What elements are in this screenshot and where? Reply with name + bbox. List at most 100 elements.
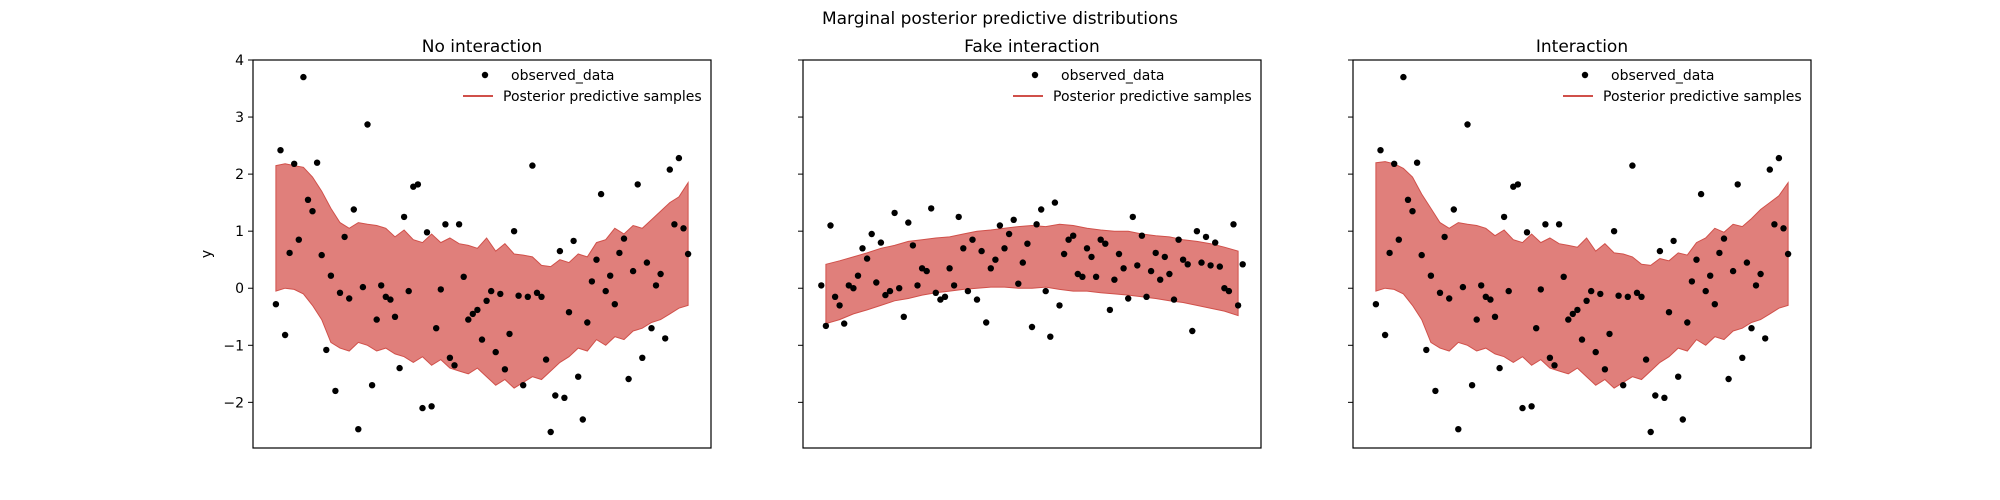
panel-title: Interaction [1536, 37, 1628, 57]
observed-point [1234, 302, 1242, 309]
observed-point [304, 196, 312, 203]
observed-point [639, 354, 646, 361]
observed-point [474, 306, 481, 314]
legend-marker-observed [1031, 71, 1039, 79]
observed-point [1001, 245, 1008, 252]
observed-point [597, 190, 605, 198]
observed-point [313, 159, 321, 166]
observed-point [552, 392, 559, 399]
observed-point [1514, 181, 1522, 188]
observed-point [355, 426, 362, 433]
observed-point [1697, 190, 1705, 198]
observed-point [460, 273, 467, 280]
observed-point [1400, 73, 1407, 81]
observed-point [1042, 287, 1049, 295]
observed-point [327, 272, 335, 279]
observed-point [868, 230, 875, 238]
observed-point [1157, 276, 1164, 283]
observed-point [1207, 262, 1214, 269]
observed-point [323, 346, 330, 354]
observed-point [533, 289, 541, 296]
observed-point [1624, 293, 1632, 300]
observed-point [1056, 302, 1063, 309]
observed-point [666, 166, 673, 173]
observed-point [593, 256, 600, 263]
observed-point [1088, 253, 1095, 261]
observed-point [854, 272, 862, 279]
observed-point [1404, 196, 1412, 203]
observed-point [850, 285, 857, 292]
observed-point [629, 267, 637, 275]
observed-point [1523, 229, 1531, 236]
observed-point [1198, 259, 1205, 266]
observed-point [680, 225, 687, 232]
observed-point [1111, 276, 1118, 283]
observed-point [909, 242, 917, 249]
observed-point [1129, 213, 1137, 221]
observed-point [1629, 162, 1636, 169]
observed-point [818, 282, 825, 289]
observed-point [1647, 428, 1654, 436]
observed-point [428, 403, 435, 410]
observed-point [1074, 270, 1082, 278]
observed-point [643, 259, 651, 266]
observed-point [969, 236, 976, 243]
observed-point [1771, 221, 1778, 228]
observed-point [373, 316, 380, 323]
panel-0: No interaction −2 −1 0 1 2 3 4 y observed_data Pos… [199, 37, 712, 449]
observed-point [684, 250, 692, 258]
legend-label-posterior: Posterior predictive samples [1603, 89, 1802, 105]
observed-point [1028, 323, 1036, 331]
observed-point [873, 279, 880, 286]
observed-point [923, 267, 930, 275]
observed-point [1739, 354, 1746, 361]
observed-point [671, 221, 678, 228]
observed-point [561, 394, 568, 401]
observed-point [281, 331, 289, 339]
observed-point [1652, 392, 1659, 399]
observed-point [1702, 287, 1709, 295]
observed-point [1665, 309, 1673, 316]
observed-point [1574, 306, 1581, 314]
observed-point [1386, 249, 1393, 257]
observed-point [483, 297, 490, 304]
observed-point [1010, 216, 1017, 223]
observed-point [1519, 404, 1526, 412]
observed-point [1620, 382, 1627, 389]
observed-point [1143, 293, 1150, 300]
observed-point [1216, 263, 1224, 270]
observed-point [932, 289, 939, 296]
observed-point [1505, 287, 1512, 295]
observed-point [941, 293, 949, 300]
observed-point [1766, 166, 1774, 173]
observed-point [900, 313, 907, 320]
observed-point [1491, 313, 1499, 320]
observed-point [914, 282, 921, 289]
y-tick-label: 0 [235, 281, 244, 297]
observed-point [1688, 278, 1696, 285]
legend-label-observed: observed_data [1061, 68, 1164, 84]
observed-point [1784, 250, 1792, 258]
observed-point [1537, 286, 1545, 293]
observed-point [1684, 319, 1691, 326]
observed-point [657, 270, 664, 278]
observed-point [336, 289, 344, 296]
observed-point [492, 348, 499, 356]
observed-point [1019, 259, 1026, 266]
observed-point [1033, 221, 1040, 228]
y-tick-label: 4 [235, 53, 244, 69]
observed-point [1450, 206, 1458, 213]
observed-point [1473, 316, 1480, 323]
observed-point [1391, 160, 1398, 167]
observed-point [1436, 289, 1444, 296]
observed-point [1459, 283, 1467, 291]
observed-point [1212, 239, 1219, 246]
observed-point [1372, 301, 1380, 308]
observed-point [1675, 373, 1682, 380]
observed-point [1134, 262, 1141, 269]
legend-marker-observed [1581, 71, 1589, 79]
observed-point [309, 208, 316, 215]
observed-point [1464, 121, 1471, 128]
y-tick-label: 2 [235, 167, 244, 183]
